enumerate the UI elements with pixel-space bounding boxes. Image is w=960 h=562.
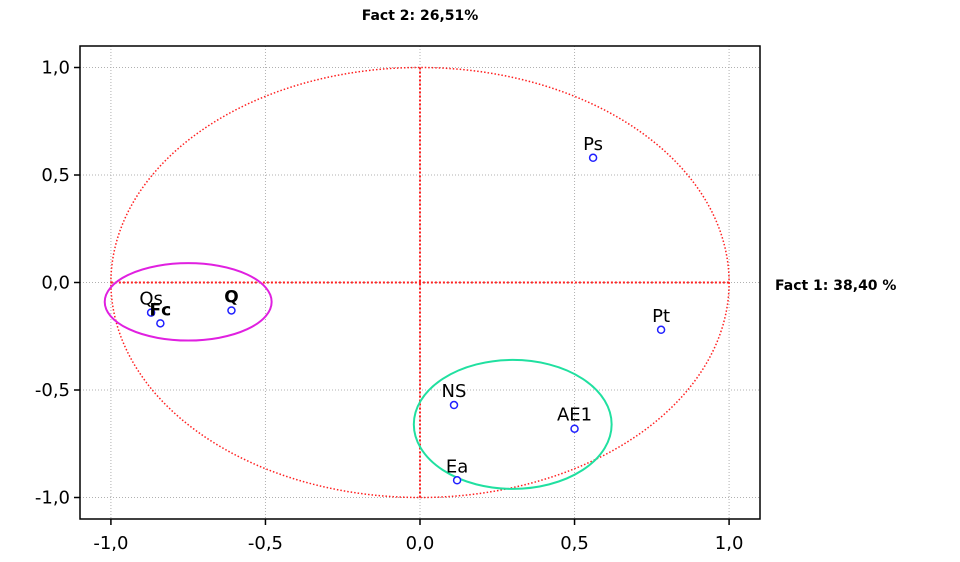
y-axis-title: Fact 2: 26,51% xyxy=(362,8,479,24)
y-tick-label: -0,5 xyxy=(35,380,70,401)
data-point xyxy=(570,424,579,433)
data-point xyxy=(449,400,459,410)
data-point xyxy=(588,153,598,163)
x-tick-label: -1,0 xyxy=(93,533,128,554)
point-label: Ea xyxy=(446,456,468,477)
point-label: NS xyxy=(442,381,467,402)
point-label: Ps xyxy=(583,134,603,155)
point-label: Pt xyxy=(652,306,670,327)
x-tick-label: 1,0 xyxy=(715,533,744,554)
y-tick-label: 0,0 xyxy=(41,273,70,294)
y-tick-label: 0,5 xyxy=(41,165,70,186)
point-label: Qs xyxy=(139,289,163,310)
y-tick-label: 1,0 xyxy=(41,58,70,79)
data-point xyxy=(227,306,236,315)
x-tick-label: -0,5 xyxy=(248,533,283,554)
y-tick-label: -1,0 xyxy=(35,488,70,509)
tick-labels: -1,0 -0,5 0,0 0,5 1,0 1,0 0,5 0,0 -0,5 -1,0 xyxy=(35,58,744,555)
data-point xyxy=(156,319,165,328)
x-tick-label: 0,0 xyxy=(406,533,435,554)
data-point xyxy=(452,476,462,485)
data-point xyxy=(146,308,156,317)
group-ellipse xyxy=(103,262,273,342)
data-point xyxy=(656,325,666,335)
x-tick-label: 0,5 xyxy=(560,533,589,554)
group-ellipse xyxy=(412,358,613,490)
point-label: Fc xyxy=(150,300,172,320)
unit-circle xyxy=(110,66,730,499)
circles-layer xyxy=(103,66,730,499)
point-label: AE1 xyxy=(557,405,592,426)
x-axis-title: Fact 1: 38,40 % xyxy=(775,278,896,294)
point-label: Q xyxy=(224,287,238,307)
